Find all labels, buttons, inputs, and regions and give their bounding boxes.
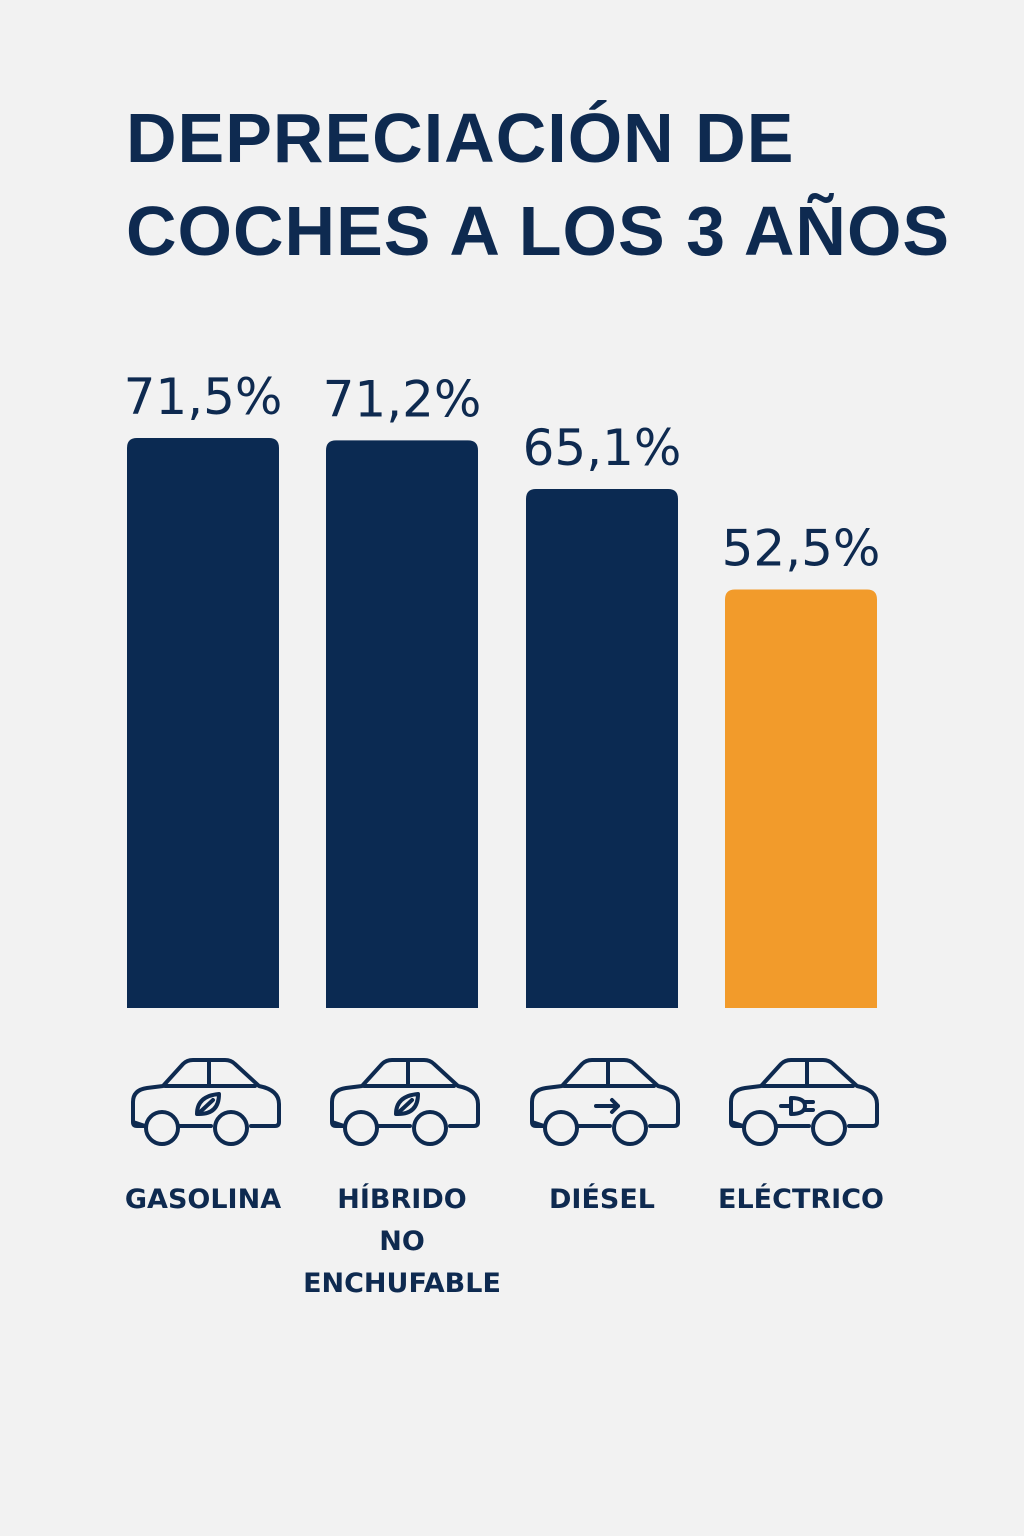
car-plug-icon <box>729 1058 879 1146</box>
value-label-1: 71,2% <box>323 370 482 428</box>
chart-title-line-1: DEPRECIACIÓN DE <box>126 99 795 177</box>
car-leaf-icon <box>131 1058 281 1146</box>
bar-3 <box>725 589 877 1008</box>
category-label-0-0: GASOLINA <box>125 1184 281 1215</box>
category-label-1-2: ENCHUFABLE <box>303 1268 501 1299</box>
category-label-3-0: ELÉCTRICO <box>718 1183 884 1215</box>
value-label-2: 65,1% <box>523 419 682 477</box>
value-label-3: 52,5% <box>722 519 881 577</box>
bar-2 <box>526 489 678 1008</box>
category-label-1-1: NO <box>379 1226 425 1257</box>
car-leaf-icon <box>330 1058 480 1146</box>
bar-1 <box>326 440 478 1008</box>
chart-title-line-2: COCHES A LOS 3 AÑOS <box>126 192 951 270</box>
category-label-2-0: DIÉSEL <box>549 1183 655 1215</box>
value-label-0: 71,5% <box>124 368 283 426</box>
category-label-1-0: HÍBRIDO <box>337 1183 466 1215</box>
car-arrow-icon <box>530 1058 680 1146</box>
bar-0 <box>127 438 279 1008</box>
chart-title: DEPRECIACIÓN DE COCHES A LOS 3 AÑOS <box>126 92 986 278</box>
